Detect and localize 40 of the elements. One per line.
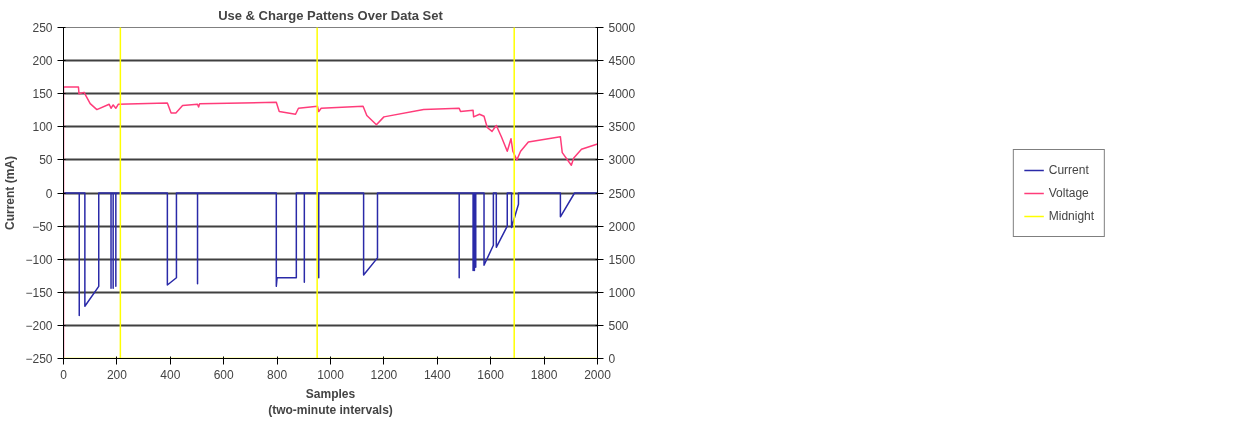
y2-tick-label: 2500 — [608, 186, 636, 201]
x-tick-label: 1200 — [370, 367, 398, 382]
y2-tick-label: 3500 — [608, 120, 636, 135]
y-tick-label: 150 — [32, 87, 53, 102]
y2-tick-label: 1000 — [608, 285, 636, 300]
y-tick-label: −100 — [25, 252, 53, 267]
x-tick-label: 1400 — [423, 367, 451, 382]
y2-tick-label: 1500 — [608, 252, 636, 267]
y2-tick-label: 2000 — [608, 219, 636, 234]
x-tick-label: 1800 — [530, 367, 558, 382]
x-tick-label: 1000 — [317, 367, 345, 382]
y-tick-label: −50 — [32, 219, 53, 234]
y-tick-label: 250 — [32, 21, 53, 35]
y2-tick-label: 4500 — [608, 54, 636, 69]
y2-tick-label: 0 — [608, 352, 616, 366]
x-tick-label: 800 — [267, 367, 288, 382]
chart-title: Use & Charge Pattens Over Data Set — [218, 7, 444, 23]
x-tick-label: 600 — [213, 367, 235, 382]
y2-tick-label: 500 — [608, 318, 629, 333]
y-tick-label: 0 — [45, 186, 53, 201]
x-tick-label: 400 — [160, 367, 181, 382]
x-tick-label: 1600 — [477, 367, 505, 382]
y-tick-label: −200 — [25, 318, 53, 333]
y-axis-title: Current (mA) — [3, 156, 18, 230]
legend-label: Current — [1048, 162, 1089, 177]
legend-label: Midnight — [1048, 208, 1095, 223]
y-tick-label: −250 — [25, 352, 53, 366]
y2-tick-label: 3000 — [608, 153, 636, 168]
x-tick-label: 0 — [60, 367, 68, 382]
x-tick-label: 200 — [106, 367, 128, 382]
legend-label: Voltage — [1048, 185, 1089, 200]
y-tick-label: 200 — [32, 54, 53, 69]
y-tick-label: 100 — [32, 120, 53, 135]
line-series — [63, 192, 598, 317]
y2-tick-label: 5000 — [608, 21, 636, 35]
y-tick-label: −150 — [25, 285, 53, 300]
y-tick-label: 50 — [39, 153, 53, 168]
x-axis-title: Samples (two-minute intervals) — [268, 386, 393, 418]
x-tick-label: 2000 — [584, 367, 612, 382]
y2-tick-label: 4000 — [608, 87, 636, 102]
